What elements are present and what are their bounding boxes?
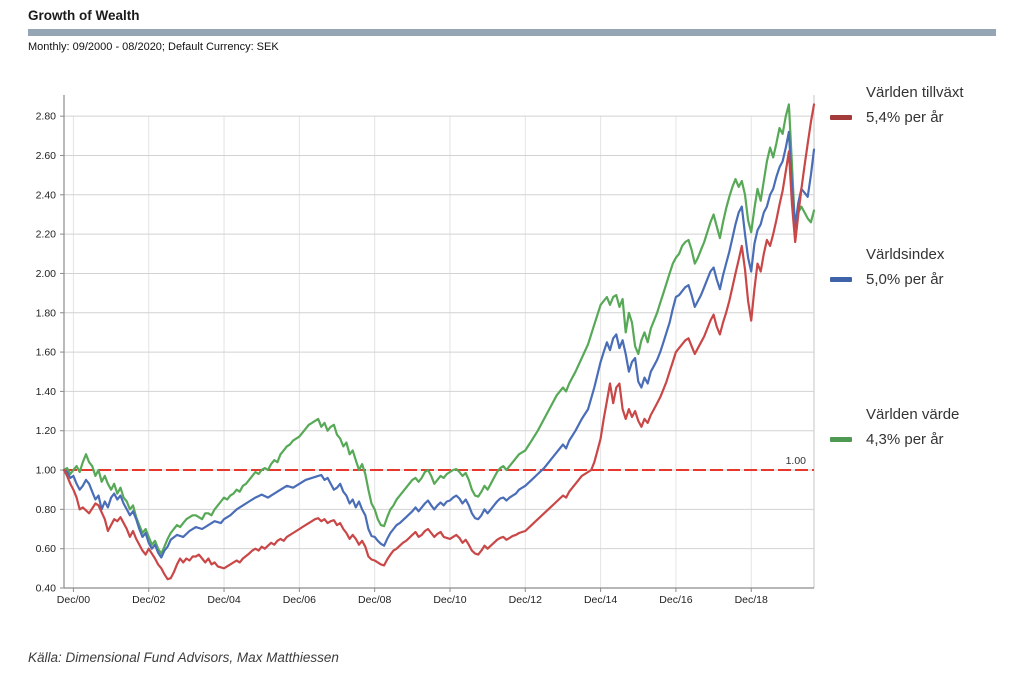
legend-series-name: Världen värde (866, 406, 960, 423)
x-tick-label: Dec/08 (358, 594, 391, 606)
y-tick-label: 1.00 (36, 465, 57, 477)
legend-series-rate: 5,4% per år (866, 109, 944, 126)
legend-series-rate: 5,0% per år (866, 271, 944, 288)
y-tick-label: 1.20 (36, 425, 57, 437)
chart-subtitle: Monthly: 09/2000 - 08/2020; Default Curr… (28, 41, 279, 53)
series-line-världsindex (62, 130, 816, 559)
x-tick-label: Dec/14 (584, 594, 617, 606)
legend-swatch-green (830, 437, 852, 442)
series-line-världen-värde (62, 103, 816, 555)
y-tick-label: 0.60 (36, 543, 57, 555)
x-tick-label: Dec/02 (132, 594, 165, 606)
x-tick-label: Dec/18 (735, 594, 768, 606)
x-tick-label: Dec/06 (283, 594, 316, 606)
x-tick-label: Dec/04 (207, 594, 240, 606)
y-tick-label: 2.00 (36, 268, 57, 280)
y-tick-label: 2.60 (36, 150, 57, 162)
page-title: Growth of Wealth (28, 8, 140, 23)
y-tick-label: 2.80 (36, 111, 57, 123)
y-tick-label: 1.40 (36, 386, 57, 398)
x-tick-label: Dec/16 (659, 594, 692, 606)
y-tick-label: 2.40 (36, 189, 57, 201)
baseline-label: 1.00 (786, 455, 807, 467)
x-tick-label: Dec/10 (433, 594, 466, 606)
y-tick-label: 1.60 (36, 347, 57, 359)
source-line: Källa: Dimensional Fund Advisors, Max Ma… (28, 650, 339, 665)
y-tick-label: 1.80 (36, 307, 57, 319)
x-tick-label: Dec/12 (509, 594, 542, 606)
y-tick-label: 0.40 (36, 583, 57, 595)
legend-item-varlden-varde: Världen värde 4,3% per år (830, 402, 1020, 452)
legend-item-varldsindex: Världsindex 5,0% per år (830, 242, 1020, 292)
x-tick-label: Dec/00 (57, 594, 90, 606)
legend-series-rate: 4,3% per år (866, 431, 944, 448)
legend-swatch-red (830, 115, 852, 120)
legend-item-varlden-tillvaxt: Världen tillväxt 5,4% per år (830, 80, 1020, 130)
y-tick-label: 0.80 (36, 504, 57, 516)
title-divider-bar (28, 29, 996, 36)
legend-series-name: Världen tillväxt (866, 84, 964, 101)
legend-series-name: Världsindex (866, 246, 945, 263)
series-line-världen-tillväxt (62, 103, 816, 581)
y-tick-label: 2.20 (36, 229, 57, 241)
legend-swatch-blue (830, 277, 852, 282)
